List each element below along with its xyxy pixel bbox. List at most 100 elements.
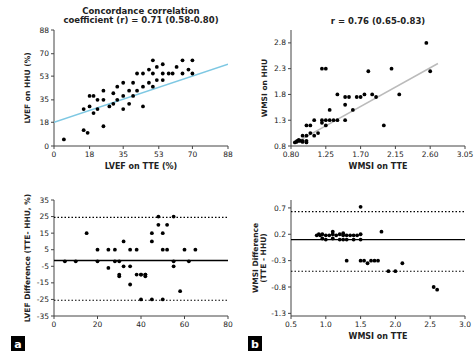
x-axis-line (54, 146, 228, 147)
point (320, 67, 324, 71)
y-tick-label: 0 (44, 142, 49, 151)
point (102, 89, 106, 93)
point (359, 205, 363, 209)
x-tick-label: 0 (52, 150, 57, 159)
x-axis-line (291, 316, 465, 317)
point (305, 123, 309, 127)
y-tick (51, 282, 54, 283)
point (141, 72, 145, 76)
x-tick (325, 316, 326, 319)
y-tick-label: 35 (39, 196, 49, 205)
point (341, 238, 345, 242)
point (343, 103, 347, 107)
point (338, 232, 342, 236)
point (320, 232, 324, 236)
point (175, 65, 179, 69)
x-tick (141, 316, 142, 319)
y-tick-label: -0.3 (271, 256, 286, 265)
y-tick (288, 146, 291, 147)
y-tick-label: -35 (37, 312, 49, 321)
point (155, 78, 159, 82)
point (172, 215, 176, 219)
point (86, 131, 90, 135)
point (187, 68, 191, 72)
point (96, 259, 100, 263)
x-tick-label: 60 (180, 320, 190, 329)
y-tick-label: 1.8 (274, 90, 286, 99)
point (376, 259, 380, 263)
x-axis-label: WMSI on TTE (349, 162, 408, 171)
x-tick-label: 0 (52, 320, 57, 329)
y-tick (288, 234, 291, 235)
y-tick (51, 122, 54, 123)
point (106, 266, 110, 270)
x-tick-label: 1.5 (355, 320, 367, 329)
point (324, 238, 328, 242)
point (107, 105, 111, 109)
point (380, 230, 384, 234)
point (96, 98, 100, 102)
y-tick (51, 99, 54, 100)
y-tick (288, 42, 291, 43)
point (191, 72, 195, 76)
fit-line (54, 64, 228, 122)
plot-area (54, 58, 228, 141)
y-tick-label: 15 (39, 229, 49, 238)
x-tick-label: 80 (223, 320, 233, 329)
point (351, 108, 355, 112)
y-tick (288, 260, 291, 261)
point (143, 274, 147, 278)
x-tick (395, 316, 396, 319)
point (113, 248, 117, 252)
x-tick-label: 0.5 (285, 320, 297, 329)
x-tick-label: 0.80 (283, 150, 300, 159)
point (139, 273, 143, 277)
point (394, 269, 398, 273)
point (115, 98, 119, 102)
point (334, 233, 338, 237)
y-tick-label: -1.3 (271, 309, 286, 318)
x-tick-label: 70 (188, 150, 198, 159)
panel: 020406080-35-25-15-55152535LVEF Differen… (11, 194, 233, 351)
point (336, 93, 340, 97)
y-tick-label: 5 (44, 245, 49, 254)
point (359, 232, 363, 236)
point (348, 233, 352, 237)
point (369, 259, 373, 263)
panel: 0183553708801835537088Concordance correl… (23, 6, 233, 172)
point (62, 138, 66, 142)
point (181, 72, 185, 76)
y-tick-label: -5 (42, 262, 50, 271)
point (161, 72, 165, 76)
point (82, 128, 86, 132)
point (139, 298, 143, 302)
background (0, 0, 474, 364)
point (151, 72, 155, 76)
x-tick-label: 1.0 (320, 320, 332, 329)
x-tick (158, 146, 159, 149)
panel: 0.801.251.702.152.603.050.81.31.82.32.8r… (260, 16, 474, 171)
x-axis-label: LVEF on TTE (%) (105, 162, 178, 171)
point (128, 264, 132, 268)
point (428, 69, 432, 73)
point (128, 283, 132, 287)
point (345, 259, 349, 263)
point (147, 68, 151, 72)
point (161, 62, 165, 66)
y-tick-label: 53 (39, 72, 49, 81)
point (165, 223, 169, 227)
x-tick-label: 1.70 (352, 150, 369, 159)
point (370, 93, 374, 97)
point (151, 58, 155, 62)
point (332, 118, 336, 122)
point (312, 118, 316, 122)
point (366, 261, 370, 265)
point (96, 107, 100, 111)
point (187, 259, 191, 263)
point (131, 81, 135, 85)
point (324, 123, 328, 127)
point (400, 261, 404, 265)
y-tick-label: -25 (37, 295, 49, 304)
point (141, 85, 145, 89)
point (155, 65, 159, 69)
